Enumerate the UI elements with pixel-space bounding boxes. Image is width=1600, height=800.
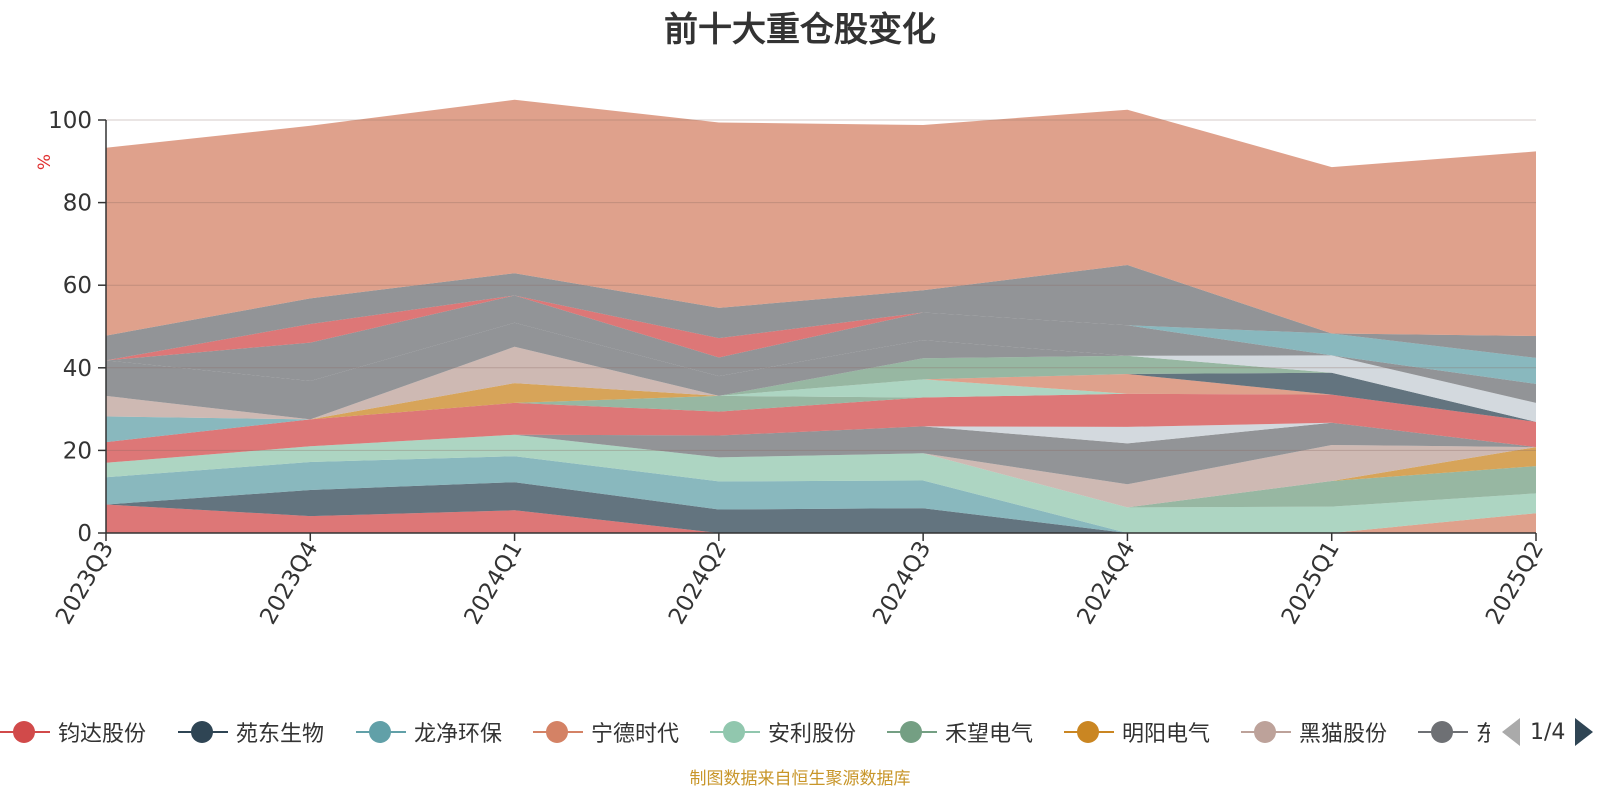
legend-marker-icon [178, 717, 228, 747]
legend-marker-icon [1418, 717, 1468, 747]
area-series-21[interactable] [106, 295, 1536, 384]
area-series-1[interactable] [106, 482, 1536, 533]
legend: 钧达股份 苑东生物 龙净环保 宁德时代 安利股份 禾望电气 明阳电气 黑猫股份 东方电缆 1/4 [0, 712, 1600, 752]
x-tick-label-2: 2024Q1 [460, 537, 528, 629]
area-series-5[interactable] [106, 434, 1536, 508]
legend-item-8[interactable]: 东方电缆 [1418, 712, 1490, 752]
area-series-7[interactable] [106, 434, 1536, 508]
legend-item-2[interactable]: 龙净环保 [356, 712, 502, 752]
x-tick-label-6: 2025Q1 [1277, 537, 1345, 629]
legend-marker-icon [710, 717, 760, 747]
legend-next-page-icon[interactable] [1575, 718, 1594, 746]
area-series-18[interactable] [106, 346, 1536, 422]
legend-items: 钧达股份 苑东生物 龙净环保 宁德时代 安利股份 禾望电气 明阳电气 黑猫股份 东方电缆 [0, 712, 1490, 752]
x-tick-label-3: 2024Q2 [664, 537, 732, 629]
area-series-14[interactable] [106, 346, 1536, 422]
legend-marker-icon [533, 717, 583, 747]
y-tick-label-0: 0 [77, 521, 92, 547]
legend-label: 禾望电气 [945, 722, 1034, 747]
y-axis-unit-label: % [35, 154, 55, 170]
legend-label: 宁德时代 [591, 722, 680, 747]
legend-label: 苑东生物 [236, 722, 325, 747]
x-tick-label-1: 2023Q4 [255, 537, 323, 629]
legend-label: 安利股份 [768, 722, 857, 747]
legend-item-5[interactable]: 禾望电气 [887, 712, 1033, 752]
area-series-23[interactable] [106, 295, 1536, 384]
area-series-8[interactable] [106, 422, 1536, 485]
y-tick-label-1: 20 [63, 438, 92, 464]
area-series-17[interactable] [106, 346, 1536, 422]
legend-marker-icon [1241, 717, 1291, 747]
x-tick-label-5: 2024Q4 [1072, 537, 1140, 629]
legend-marker-icon [0, 717, 50, 747]
legend-pager: 1/4 [1502, 712, 1594, 752]
legend-label: 东方电缆 [1476, 722, 1490, 747]
y-tick-label-4: 80 [63, 191, 92, 217]
legend-item-0[interactable]: 钧达股份 [0, 712, 146, 752]
area-series-13[interactable] [106, 383, 1536, 422]
area-series-9[interactable] [106, 422, 1536, 463]
y-tick-label-5: 100 [48, 108, 92, 134]
legend-marker-icon [1064, 717, 1114, 747]
legend-label: 黑猫股份 [1299, 722, 1388, 747]
source-note: 制图数据来自恒生聚源数据库 [689, 769, 911, 789]
x-tick-label-0: 2023Q3 [51, 537, 119, 629]
area-series-12[interactable] [106, 393, 1536, 422]
legend-marker-icon [356, 717, 406, 747]
area-series-2[interactable] [106, 456, 1536, 533]
area-layer [106, 99, 1536, 534]
legend-label: 明阳电气 [1122, 722, 1211, 747]
x-tick-label-4: 2024Q3 [868, 537, 936, 629]
area-series-0[interactable] [106, 504, 1536, 534]
chart-title: 前十大重仓股变化 [664, 10, 936, 50]
area-series-4[interactable] [106, 434, 1536, 533]
legend-page-indicator: 1/4 [1530, 719, 1566, 745]
legend-prev-page-icon[interactable] [1502, 718, 1520, 746]
legend-item-7[interactable]: 黑猫股份 [1241, 712, 1387, 752]
y-tick-label-3: 60 [63, 273, 92, 299]
legend-label: 钧达股份 [58, 722, 147, 747]
legend-label: 龙净环保 [414, 722, 503, 747]
y-tick-label-2: 40 [63, 356, 92, 382]
legend-item-3[interactable]: 宁德时代 [533, 712, 679, 752]
area-series-25[interactable] [106, 99, 1536, 336]
x-tick-label-7: 2025Q2 [1481, 537, 1549, 629]
area-series-20[interactable] [106, 322, 1536, 420]
area-series-10[interactable] [106, 393, 1536, 463]
legend-marker-icon [887, 717, 937, 747]
legend-item-6[interactable]: 明阳电气 [1064, 712, 1210, 752]
legend-item-4[interactable]: 安利股份 [710, 712, 856, 752]
legend-item-1[interactable]: 苑东生物 [178, 712, 324, 752]
area-series-24[interactable] [106, 265, 1536, 361]
